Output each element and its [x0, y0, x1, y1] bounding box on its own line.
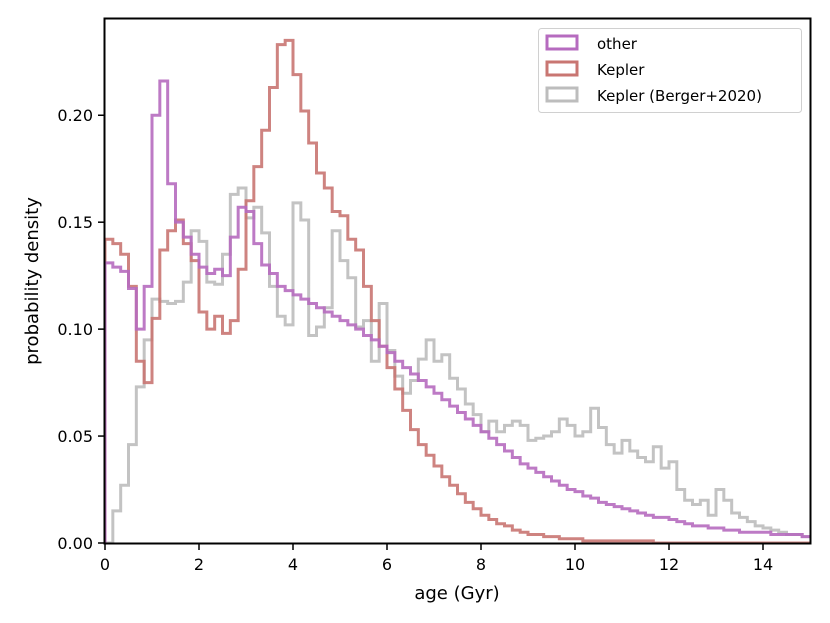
- y-tick-label: 0.05: [57, 427, 93, 446]
- legend-label-kepler-berger: Kepler (Berger+2020): [597, 87, 762, 105]
- y-axis-label: probability density: [22, 197, 43, 365]
- legend: other Kepler Kepler (Berger+2020): [538, 28, 802, 113]
- x-tick-label: 6: [382, 555, 392, 574]
- y-tick-label: 0.10: [57, 320, 93, 339]
- x-axis-ticks: 0 2 4 6 8 10 12 14: [100, 543, 773, 574]
- x-tick-label: 4: [288, 555, 298, 574]
- legend-label-kepler: Kepler: [597, 61, 645, 79]
- legend-label-other: other: [597, 35, 638, 53]
- y-tick-label: 0.20: [57, 106, 93, 125]
- plot-frame: [103, 17, 812, 545]
- series-layer: [103, 38, 810, 545]
- legend-swatch-other: [545, 34, 579, 51]
- legend-swatch-kepler: [545, 60, 579, 77]
- x-tick-label: 0: [100, 555, 110, 574]
- series-line-other: [103, 79, 810, 543]
- x-tick-label: 14: [753, 555, 773, 574]
- series-line-kepler-berger-2020: [105, 186, 810, 545]
- x-axis-label: age (Gyr): [414, 583, 499, 604]
- x-tick-label: 12: [659, 555, 679, 574]
- y-axis-ticks: 0.00 0.05 0.10 0.15 0.20: [57, 106, 105, 553]
- x-tick-label: 10: [565, 555, 585, 574]
- y-tick-label: 0.00: [57, 534, 93, 553]
- legend-swatch-kepler-berger: [545, 86, 579, 103]
- legend-frame: [538, 28, 802, 113]
- series-line-kepler: [103, 38, 810, 545]
- x-tick-label: 8: [476, 555, 486, 574]
- y-tick-label: 0.15: [57, 213, 93, 232]
- x-tick-label: 2: [194, 555, 204, 574]
